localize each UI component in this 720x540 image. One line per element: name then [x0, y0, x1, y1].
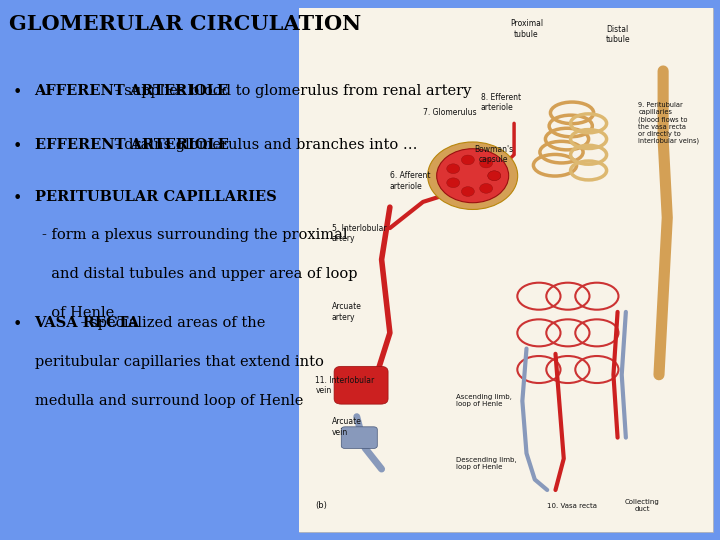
- Text: Ascending limb,
loop of Henle: Ascending limb, loop of Henle: [456, 394, 512, 408]
- Text: 5. Interlobular
artery: 5. Interlobular artery: [332, 224, 387, 243]
- Text: 8. Efferent
arteriole: 8. Efferent arteriole: [481, 93, 521, 112]
- Text: (b): (b): [315, 501, 327, 510]
- Text: •: •: [13, 84, 22, 100]
- Text: 9. Peritubular
capillaries
(blood flows to
the vasa recta
or directly to
interlo: 9. Peritubular capillaries (blood flows …: [638, 103, 699, 144]
- Text: Arcuate
artery: Arcuate artery: [332, 302, 361, 322]
- Text: Distal
tubule: Distal tubule: [606, 25, 630, 44]
- Circle shape: [488, 171, 501, 180]
- Text: •: •: [13, 316, 22, 333]
- Text: medulla and surround loop of Henle: medulla and surround loop of Henle: [35, 394, 303, 408]
- Text: •: •: [13, 138, 22, 154]
- Text: - form a plexus surrounding the proximal: - form a plexus surrounding the proximal: [42, 228, 347, 242]
- Text: 6. Afferent
arteriole: 6. Afferent arteriole: [390, 171, 431, 191]
- Text: of Henle: of Henle: [42, 306, 114, 320]
- Circle shape: [462, 187, 474, 197]
- Text: peritubular capillaries that extend into: peritubular capillaries that extend into: [35, 355, 323, 369]
- Text: 10. Vasa recta: 10. Vasa recta: [547, 503, 597, 509]
- Circle shape: [480, 158, 492, 168]
- Circle shape: [436, 148, 509, 202]
- Text: PERITUBULAR CAPILLARIES: PERITUBULAR CAPILLARIES: [35, 190, 276, 204]
- Bar: [299, 8, 713, 532]
- FancyBboxPatch shape: [341, 427, 377, 448]
- Text: and distal tubules and upper area of loop: and distal tubules and upper area of loo…: [42, 267, 357, 281]
- Text: VASA RECTA: VASA RECTA: [35, 316, 140, 330]
- Circle shape: [428, 142, 518, 210]
- Text: 7. Glomerulus: 7. Glomerulus: [423, 109, 477, 117]
- Circle shape: [446, 164, 459, 173]
- Text: Arcuate
vein: Arcuate vein: [332, 417, 361, 437]
- Text: EFFERENT ARTERIOLE: EFFERENT ARTERIOLE: [35, 138, 228, 152]
- Circle shape: [446, 178, 459, 187]
- Text: •: •: [13, 190, 22, 207]
- Circle shape: [480, 184, 492, 193]
- Text: Descending limb,
loop of Henle: Descending limb, loop of Henle: [456, 457, 517, 470]
- Text: GLOMERULAR CIRCULATION: GLOMERULAR CIRCULATION: [9, 14, 361, 33]
- Text: Bowman's
capsule: Bowman's capsule: [474, 145, 513, 165]
- Text: Proximal
tubule: Proximal tubule: [510, 19, 543, 39]
- Text: - specialized areas of the: - specialized areas of the: [76, 316, 266, 330]
- Bar: [299, 8, 713, 532]
- Text: 11. Interlobular
vein: 11. Interlobular vein: [315, 375, 374, 395]
- Text: - drains glomerulus and branches into …: - drains glomerulus and branches into …: [109, 138, 417, 152]
- Circle shape: [488, 171, 501, 180]
- Circle shape: [462, 155, 474, 165]
- FancyBboxPatch shape: [334, 366, 388, 404]
- Text: AFFERENT ARTERIOLE: AFFERENT ARTERIOLE: [35, 84, 229, 98]
- Text: Collecting
duct: Collecting duct: [625, 499, 660, 512]
- Text: - supplies blood to glomerulus from renal artery: - supplies blood to glomerulus from rena…: [109, 84, 471, 98]
